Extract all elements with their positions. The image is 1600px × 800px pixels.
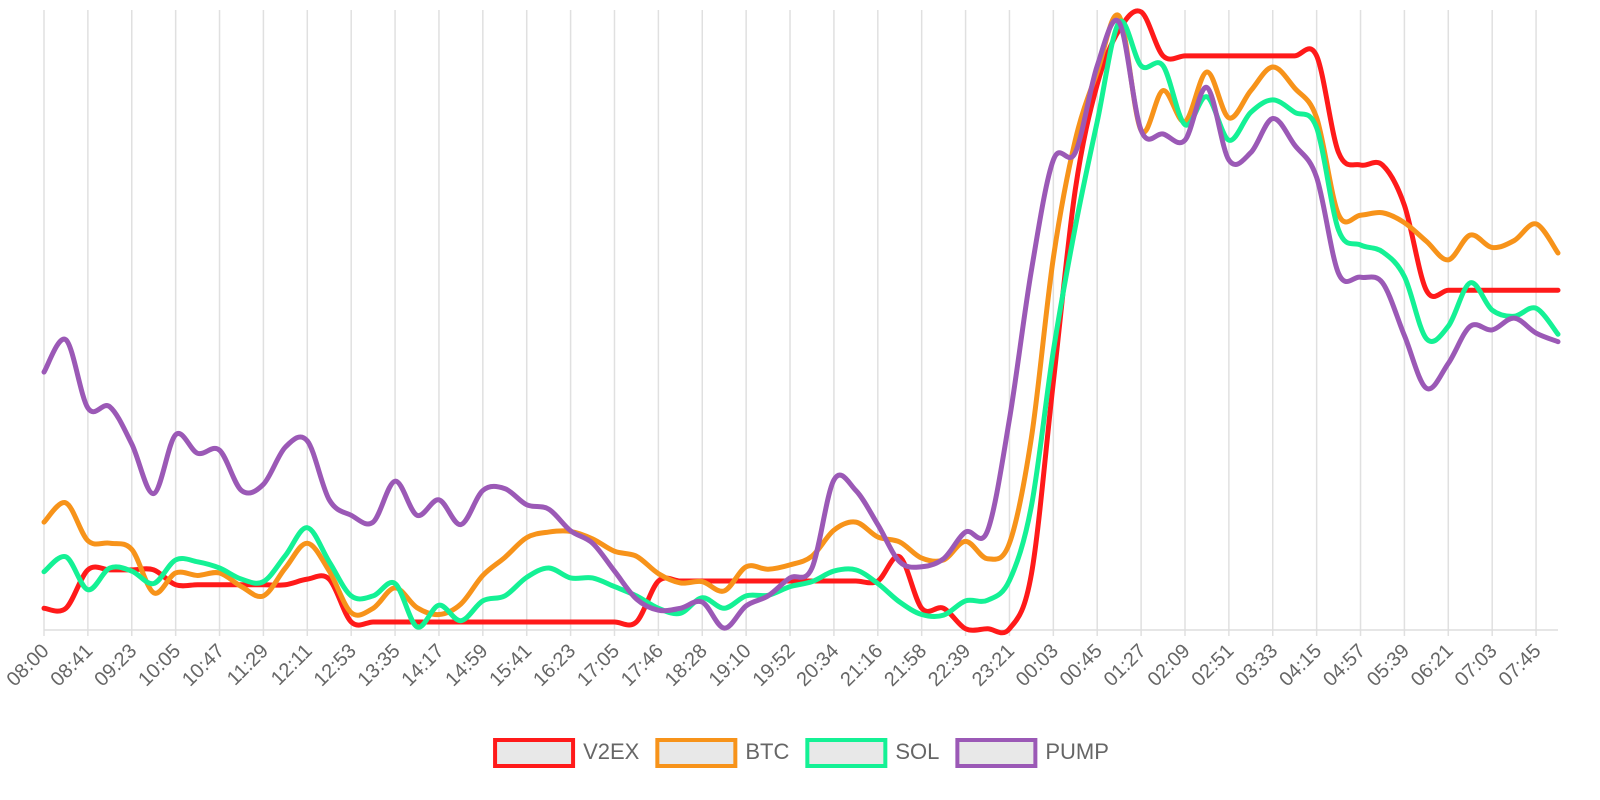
legend-swatch — [805, 738, 888, 768]
series-line — [41, 12, 1561, 618]
x-tick-label: 17:46 — [617, 640, 668, 691]
legend-item: BTC — [655, 738, 789, 768]
x-tick-label: 23:21 — [968, 640, 1019, 691]
legend-swatch — [655, 738, 738, 768]
x-tick-label: 17:05 — [573, 640, 624, 691]
x-tick-label: 15:41 — [485, 640, 536, 691]
x-tick-label: 04:57 — [1319, 640, 1370, 691]
x-tick-label: 02:51 — [1187, 640, 1238, 691]
legend-label: SOL — [895, 739, 939, 764]
x-tick-label: 00:03 — [1012, 640, 1063, 691]
x-tick-label: 00:45 — [1056, 640, 1107, 691]
x-tick-label: 21:16 — [836, 640, 887, 691]
x-tick-label: 06:21 — [1407, 640, 1458, 691]
x-tick-label: 11:29 — [223, 640, 273, 690]
x-tick-label: 07:45 — [1495, 640, 1546, 691]
legend: V2EX BTC SOL PUMP — [493, 738, 1109, 768]
x-tick-label: 22:39 — [924, 640, 975, 691]
x-tick-label: 08:00 — [3, 640, 54, 691]
x-tick-label: 18:28 — [661, 640, 712, 691]
x-tick-label: 13:35 — [354, 640, 405, 691]
x-tick-label: 03:33 — [1231, 640, 1282, 691]
x-tick-label: 14:17 — [398, 640, 449, 691]
x-tick-label: 02:09 — [1144, 640, 1195, 691]
x-tick-label: 10:47 — [178, 640, 229, 691]
x-tick-label: 12:11 — [267, 640, 317, 690]
series-line — [41, 18, 1561, 630]
x-tick-label: 19:52 — [749, 640, 800, 691]
x-tick-label: 21:58 — [880, 640, 931, 691]
legend-item: PUMP — [955, 738, 1109, 768]
legend-item: SOL — [805, 738, 939, 768]
x-tick-label: 14:59 — [441, 640, 492, 691]
legend-swatch — [955, 738, 1038, 768]
legend-swatch — [493, 738, 576, 768]
x-tick-label: 20:34 — [792, 640, 843, 691]
series-line — [41, 8, 1561, 636]
legend-item: V2EX — [493, 738, 640, 768]
legend-label: BTC — [745, 739, 789, 764]
legend-label: PUMP — [1045, 739, 1109, 764]
x-tick-label: 05:39 — [1363, 640, 1414, 691]
x-tick-label: 08:41 — [46, 640, 97, 691]
x-tick-label: 10:05 — [134, 640, 185, 691]
x-tick-label: 12:53 — [310, 640, 361, 691]
series-line — [41, 17, 1561, 631]
x-tick-label: 19:10 — [705, 640, 756, 691]
x-tick-label: 09:23 — [90, 640, 141, 691]
x-tick-label: 07:03 — [1451, 640, 1502, 691]
x-tick-label: 16:23 — [529, 640, 580, 691]
x-tick-label: 01:27 — [1100, 640, 1151, 691]
x-tick-label: 04:15 — [1275, 640, 1326, 691]
legend-label: V2EX — [583, 739, 640, 764]
